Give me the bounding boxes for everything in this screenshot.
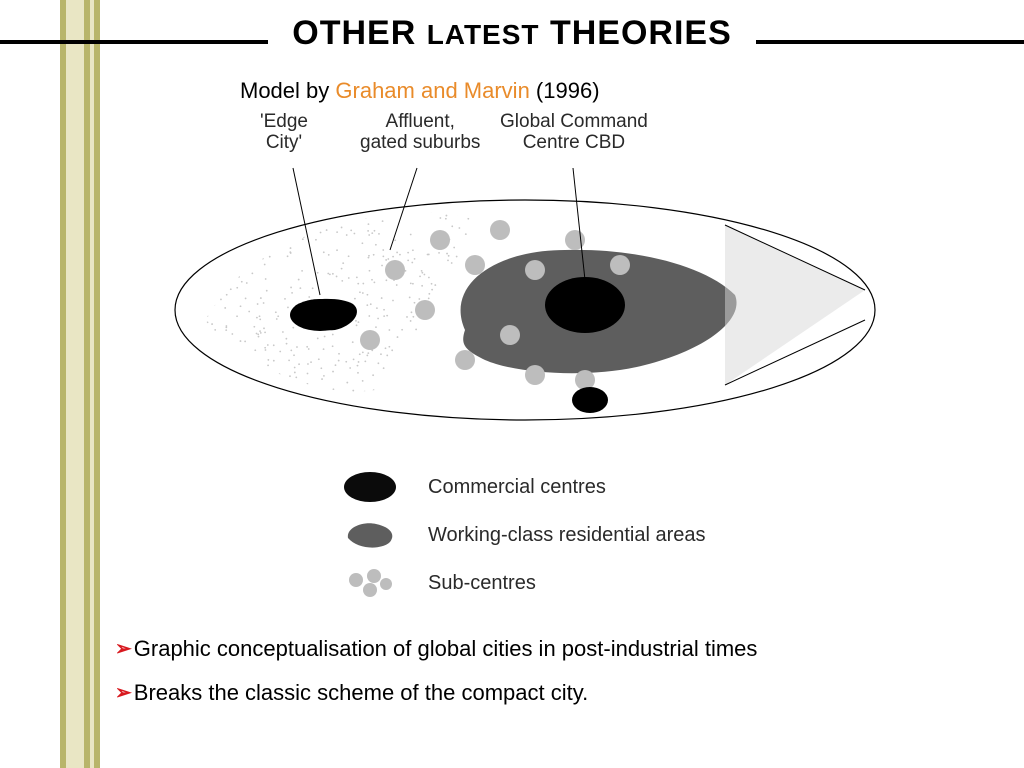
model-citation: Model by Graham and Marvin (1996) — [240, 78, 600, 104]
legend-row: Commercial centres — [340, 470, 780, 504]
bullet-arrow-icon: ➢ — [115, 680, 132, 706]
bullet-arrow-icon: ➢ — [115, 636, 132, 662]
legend-row: Sub-centres — [340, 566, 780, 600]
callout-affluent: Affluent,gated suburbs — [360, 112, 480, 154]
legend: Commercial centres Working-class resident… — [340, 470, 780, 614]
bullet-text: Graphic conceptualisation of global citi… — [134, 636, 758, 662]
legend-row: Working-class residential areas — [340, 518, 780, 552]
callout-cbd: Global CommandCentre CBD — [500, 112, 648, 154]
title-underline-left — [0, 40, 268, 44]
citation-prefix: Model by — [240, 78, 335, 103]
bullet-list: ➢Graphic conceptualisation of global cit… — [115, 636, 935, 724]
bullet-item: ➢Breaks the classic scheme of the compac… — [115, 680, 935, 706]
slide-title: OTHER LATEST THEORIES — [292, 14, 732, 53]
legend-symbol — [340, 470, 400, 504]
side-stripes — [0, 0, 100, 768]
citation-year: (1996) — [530, 78, 600, 103]
citation-authors: Graham and Marvin — [335, 78, 529, 103]
legend-label: Working-class residential areas — [428, 524, 706, 547]
legend-symbol — [340, 518, 400, 552]
legend-label: Sub-centres — [428, 572, 536, 595]
title-bar: OTHER LATEST THEORIES — [0, 10, 1024, 60]
city-model-diagram: 'EdgeCity'Affluent,gated suburbsGlobal C… — [165, 120, 885, 460]
legend-symbol — [340, 566, 400, 600]
decorative-stripe — [94, 0, 100, 768]
title-underline-right — [756, 40, 1024, 44]
legend-label: Commercial centres — [428, 476, 606, 499]
diagram-svg — [165, 120, 885, 460]
bullet-item: ➢Graphic conceptualisation of global cit… — [115, 636, 935, 662]
callout-edge: 'EdgeCity' — [260, 112, 308, 154]
decorative-stripe — [66, 0, 84, 768]
bullet-text: Breaks the classic scheme of the compact… — [134, 680, 588, 706]
